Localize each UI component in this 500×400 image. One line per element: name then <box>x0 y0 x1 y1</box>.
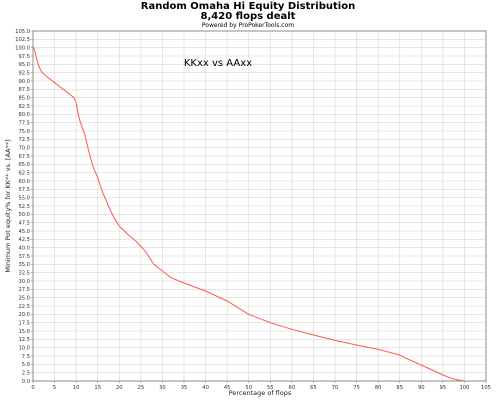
y-tick-label: 5.0 <box>22 362 30 368</box>
y-tick-label: 45.0 <box>18 229 30 235</box>
y-tick-label: 75.0 <box>18 129 30 135</box>
y-tick-label: 10.0 <box>18 345 30 351</box>
y-tick-label: 100.0 <box>15 45 30 51</box>
y-tick-label: 42.5 <box>18 237 30 243</box>
y-tick-label: 12.5 <box>18 337 30 343</box>
y-tick-label: 32.5 <box>18 270 30 276</box>
x-tick-label: 40 <box>202 385 209 391</box>
x-tick-label: 25 <box>138 385 145 391</box>
chart-annotation: KKxx vs AAxx <box>184 58 252 69</box>
y-tick-label: 15.0 <box>18 329 30 335</box>
x-tick-label: 90 <box>418 385 425 391</box>
y-tick-label: 22.5 <box>18 304 30 310</box>
y-tick-label: 67.5 <box>18 154 30 160</box>
x-tick-label: 15 <box>94 385 101 391</box>
chart-credit: Powered by ProPokerTools.com <box>202 22 294 29</box>
x-tick-label: 55 <box>267 385 274 391</box>
x-tick-label: 10 <box>73 385 80 391</box>
y-tick-label: 35.0 <box>18 262 30 268</box>
y-tick-label: 50.0 <box>18 212 30 218</box>
y-tick-label: 27.5 <box>18 287 30 293</box>
y-tick-label: 82.5 <box>18 104 30 110</box>
x-axis-ticks: 0 5 10 15 20 25 30 35 40 45 50 55 60 65 70 75 80 85 90 95 10… <box>31 381 491 391</box>
y-tick-label: 55.0 <box>18 195 30 201</box>
y-tick-label: 7.5 <box>22 354 30 360</box>
y-tick-label: 102.5 <box>15 37 30 43</box>
x-tick-label: 45 <box>224 385 231 391</box>
x-tick-label: 85 <box>396 385 403 391</box>
y-tick-label: 62.5 <box>18 170 30 176</box>
chart-subtitle: 8,420 flops dealt <box>201 11 296 22</box>
y-tick-label: 72.5 <box>18 137 30 143</box>
y-tick-label: 37.5 <box>18 254 30 260</box>
y-tick-label: 92.5 <box>18 70 30 76</box>
y-tick-label: 52.5 <box>18 204 30 210</box>
y-tick-label: 2.5 <box>22 370 30 376</box>
y-tick-label: 80.0 <box>18 112 30 118</box>
y-axis-label: Minimum Pot equity% for KK** vs. [AA**] <box>4 139 12 272</box>
x-tick-label: 70 <box>332 385 339 391</box>
x-axis-label: Percentage of flops <box>229 389 292 397</box>
y-tick-label: 30.0 <box>18 279 30 285</box>
y-tick-label: 47.5 <box>18 220 30 226</box>
x-tick-label: 30 <box>159 385 166 391</box>
x-tick-label: 105 <box>481 385 491 391</box>
x-tick-label: 95 <box>440 385 447 391</box>
y-tick-label: 97.5 <box>18 54 30 60</box>
y-tick-label: 70.0 <box>18 145 30 151</box>
x-tick-label: 20 <box>116 385 123 391</box>
y-tick-label: 85.0 <box>18 95 30 101</box>
y-tick-label: 90.0 <box>18 79 30 85</box>
y-tick-label: 57.5 <box>18 187 30 193</box>
x-tick-label: 60 <box>289 385 296 391</box>
y-tick-label: 20.0 <box>18 312 30 318</box>
y-tick-label: 77.5 <box>18 120 30 126</box>
plot-frame <box>32 30 487 382</box>
y-tick-label: 60.0 <box>18 179 30 185</box>
x-tick-label: 80 <box>375 385 382 391</box>
series-line <box>32 45 465 382</box>
chart-title: Random Omaha Hi Equity Distribution <box>141 1 355 12</box>
y-tick-label: 0.0 <box>22 379 30 385</box>
x-tick-label: 0 <box>31 385 34 391</box>
series-layer <box>32 45 465 382</box>
y-tick-label: 105.0 <box>15 29 30 35</box>
y-tick-label: 65.0 <box>18 162 30 168</box>
x-tick-label: 100 <box>459 385 469 391</box>
y-tick-label: 40.0 <box>18 245 30 251</box>
y-tick-label: 25.0 <box>18 295 30 301</box>
x-tick-label: 65 <box>310 385 317 391</box>
y-axis-ticks: 0.0 2.5 5.0 7.5 10.0 12.5 15.0 17.5 20.0 22.5 25.0… <box>15 29 33 385</box>
x-tick-label: 35 <box>181 385 188 391</box>
x-tick-label: 5 <box>53 385 56 391</box>
y-tick-label: 17.5 <box>18 320 30 326</box>
y-tick-label: 87.5 <box>18 87 30 93</box>
y-tick-label: 95.0 <box>18 62 30 68</box>
x-tick-label: 50 <box>245 385 252 391</box>
x-tick-label: 75 <box>353 385 360 391</box>
